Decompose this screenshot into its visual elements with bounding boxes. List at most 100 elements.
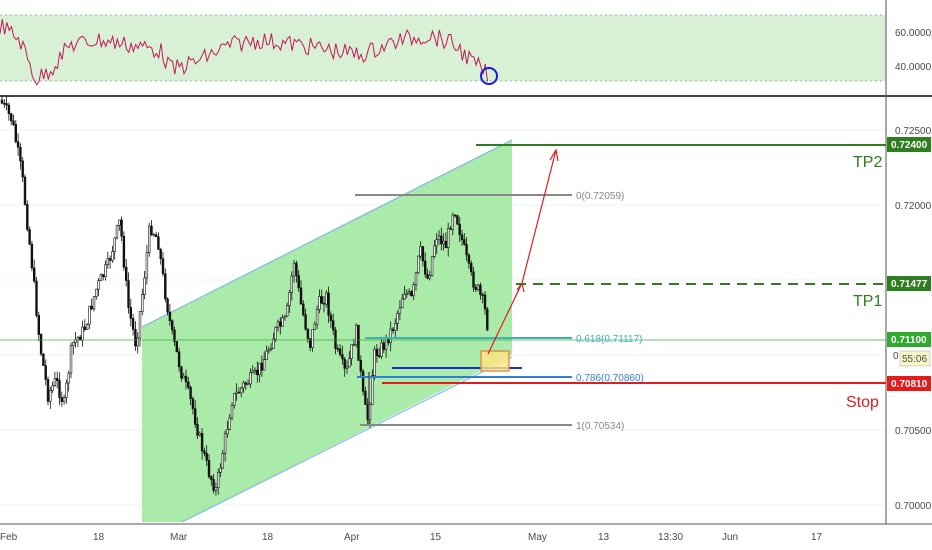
candle-body [55,378,59,381]
candle-body [230,405,234,419]
candle-body [361,370,365,392]
candle-body [223,433,227,454]
candle-body [210,476,213,480]
candle-body [391,328,395,331]
candle-body [30,243,34,269]
candle-body [90,305,93,310]
candle-body [148,225,151,254]
candle-body [467,254,471,264]
candle-body [444,240,448,249]
candle-body [237,391,241,394]
candle-body [35,280,38,316]
candle-body [104,264,107,278]
candle-body [7,104,11,114]
candle-body [242,382,245,389]
candle-body [320,296,323,304]
fib-level-1-label: 1(0.70534) [576,421,624,432]
price-axis[interactable]: 60.0000 40.0000 0.72500 0.72000 0.70500 … [885,0,932,524]
time-tick-jun: Jun [722,532,738,543]
candle-body [331,320,335,331]
stop-price-tag [887,376,931,391]
candle-body [189,386,192,399]
candle-body [19,147,22,162]
price-panel[interactable]: 0(0.72059) 0.618(0.71117) 0.786(0.70860)… [0,95,886,523]
rsi-highlight-circle [480,67,498,85]
candle-body [481,294,484,296]
candle-body [371,375,374,405]
rsi-tick-40: 40.0000 [895,62,932,73]
candle-body [81,326,84,341]
candle-body [357,324,360,361]
time-tick-17: 17 [811,532,823,543]
candle-body [352,344,356,346]
candle-body [389,328,392,343]
candle-body [292,262,296,277]
candle-body [474,286,477,290]
candle-body [203,450,206,454]
candle-body [417,255,420,274]
candle-body [21,160,24,178]
candle-body [58,380,61,398]
candle-body [456,215,459,225]
tp2-price-tag-text: 0.72400 [891,140,928,151]
channel-upper-border [141,139,513,328]
candle-body [69,345,73,374]
candle-body [311,329,314,348]
candle-body [164,273,167,300]
candle-body [184,375,188,383]
rsi-panel[interactable] [0,14,886,86]
candle-body [318,296,321,310]
candle-body [426,273,429,279]
candle-body [214,487,218,491]
candle-body [375,348,379,357]
current-price-timer-prefix: 0 [893,351,899,362]
candle-body [304,314,307,330]
candle-body [217,472,220,488]
time-tick-1330: 13:30 [658,532,683,543]
candle-body [290,275,293,293]
candle-body [65,382,68,398]
current-price-tag-text: 0.71100 [891,335,927,346]
candle-body [92,296,96,310]
candle-body [143,277,146,295]
stop-price-tag-text: 0.70810 [891,379,928,390]
candle-body [212,479,215,491]
candle-body [410,291,413,296]
candle-body [322,302,326,305]
candle-body [72,342,75,346]
candle-body [191,398,195,410]
candle-body [173,329,176,342]
candle-body [336,348,339,350]
candle-body [244,382,247,385]
candle-body [283,315,287,318]
candle-body [288,292,291,306]
candle-body [44,365,47,380]
tp1-price-tag [887,276,931,291]
candle-body [99,274,103,282]
candle-body [460,234,464,240]
candle-body [479,284,482,295]
candle-body [458,223,461,236]
candle-body [295,262,298,276]
candle-body [196,424,199,436]
candle-body [228,417,231,430]
time-tick-15: 15 [430,532,442,543]
candle-body [200,432,204,452]
candle-body [302,303,305,316]
candle-body [308,338,312,348]
candle-body [171,320,174,331]
candle-body [115,225,119,239]
candle-body [122,235,126,268]
fib-level-786-label: 0.786(0.70860) [576,373,644,384]
price-tick-07050: 0.70500 [895,426,932,437]
candle-body [373,348,376,377]
candle-body [269,348,273,351]
candle-body [51,385,54,391]
time-axis[interactable]: Feb 18 Mar 18 Apr 15 May 13 13:30 Jun 17 [0,523,932,543]
candle-body [451,214,454,230]
candle-body [88,305,91,325]
candle-body [440,235,443,245]
candle-body [205,453,208,461]
candle-body [380,342,383,357]
